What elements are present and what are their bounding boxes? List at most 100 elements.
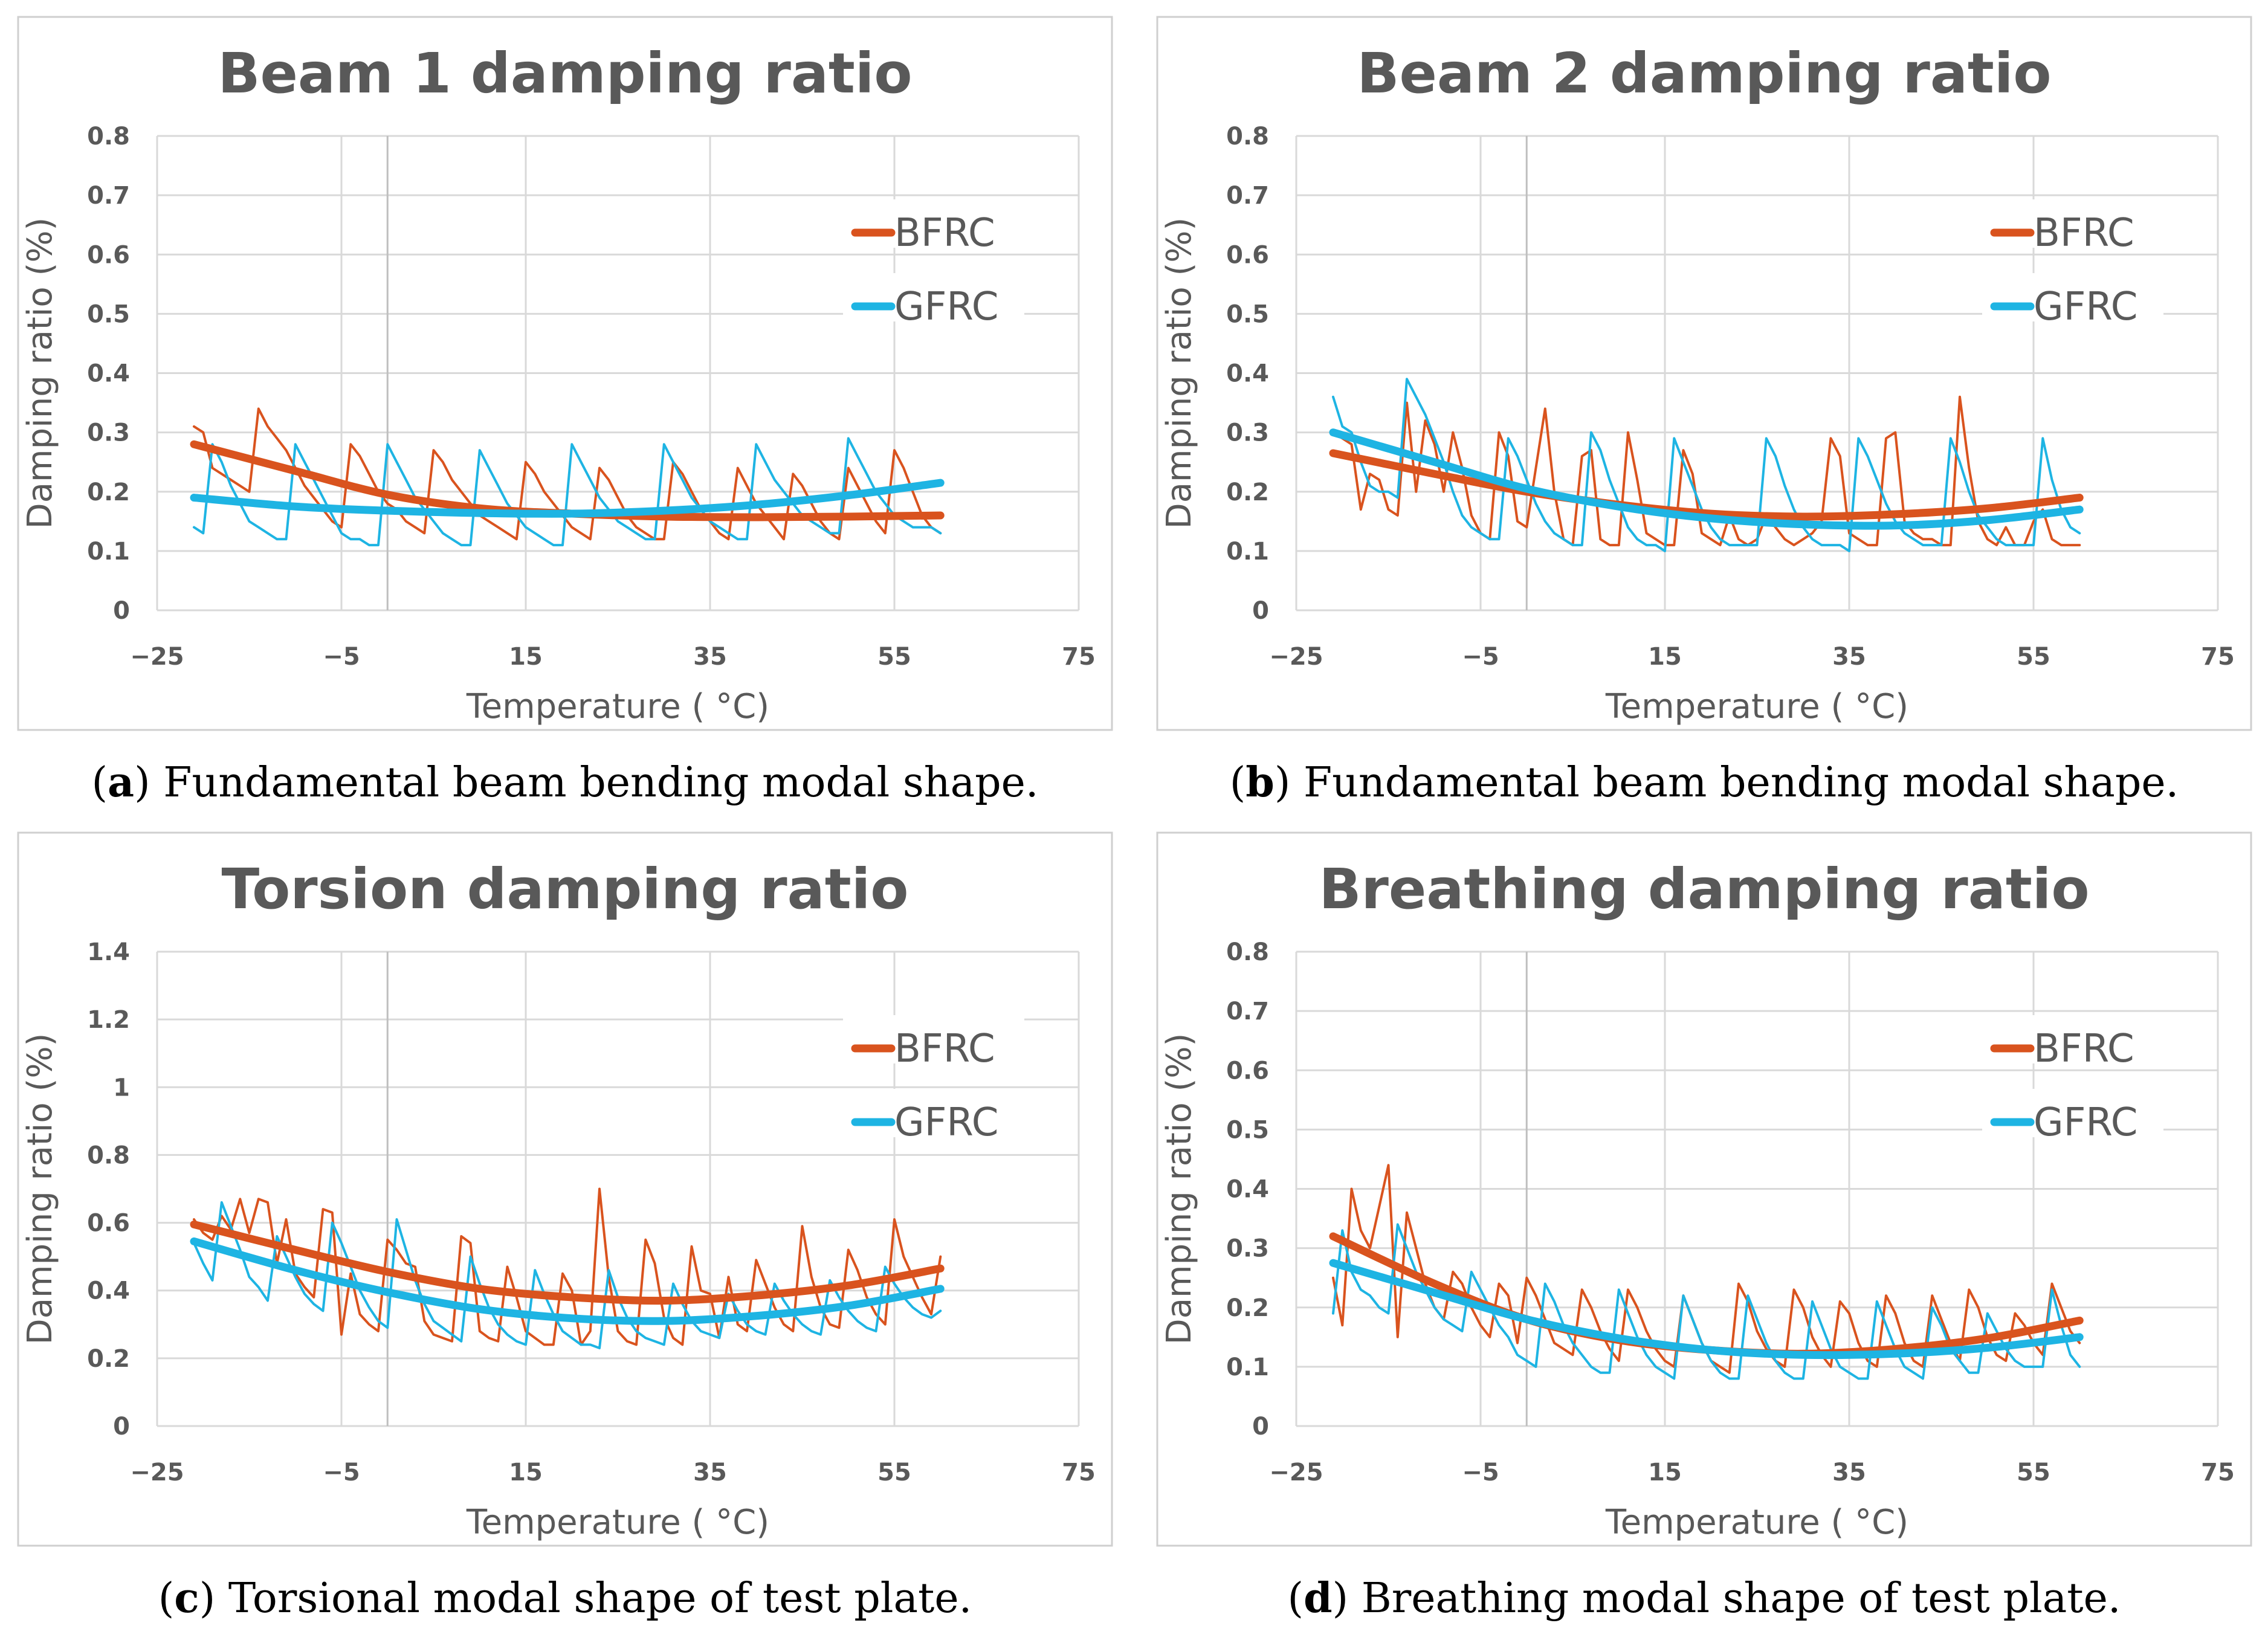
legend-label-gfrc: GFRC: [894, 285, 998, 329]
legend-label-bfrc: BFRC: [894, 211, 995, 256]
x-tick-label: −25: [130, 643, 184, 671]
x-tick-label: 55: [877, 1459, 911, 1486]
y-tick-label: 0: [113, 1413, 130, 1441]
series-bfrc-trend-line: [1329, 449, 2084, 521]
series-bfrc-raw-line: [193, 407, 942, 541]
y-tick-label: 0.8: [1226, 123, 1269, 150]
y-tick-label: 0.7: [1226, 182, 1269, 210]
y-tick-label: 0.6: [87, 241, 130, 269]
legend-label-bfrc: BFRC: [2034, 211, 2134, 256]
series-gfrc-trend-line: [190, 479, 945, 518]
chart-border: [17, 831, 1113, 1547]
y-tick-label: 0.6: [1226, 1057, 1269, 1085]
y-tick-label: 0.3: [1226, 1235, 1269, 1263]
x-tick-label: 75: [2201, 1459, 2235, 1486]
y-tick-label: 0.7: [87, 182, 130, 210]
y-tick-label: 0.5: [87, 300, 130, 328]
y-tick-label: 0.4: [87, 1277, 130, 1305]
series-bfrc-raw-line: [1332, 395, 2081, 547]
series-gfrc-raw-line: [193, 437, 942, 547]
caption-c-letter: c: [174, 1574, 199, 1622]
y-axis-title: Damping ratio (%): [21, 218, 60, 529]
y-tick-label: 0.8: [87, 123, 130, 150]
x-tick-label: 35: [693, 1459, 727, 1486]
y-tick-label: 0.2: [87, 479, 130, 506]
chart-title: Breathing damping ratio: [1319, 857, 2089, 921]
legend-item-background: [1982, 199, 2163, 248]
y-tick-label: 0.1: [1226, 538, 1269, 566]
x-axis-title: Temperature ( °C): [466, 687, 769, 726]
caption-b: (b) Fundamental beam bending modal shape…: [1230, 758, 2179, 807]
y-tick-label: 0.4: [87, 360, 130, 388]
legend-item-background: [843, 1089, 1024, 1137]
legend-label-gfrc: GFRC: [2034, 1100, 2137, 1145]
x-tick-label: −5: [323, 1459, 360, 1486]
caption-d: (d) Breathing modal shape of test plate.: [1288, 1574, 2121, 1622]
legend-label-bfrc: BFRC: [2034, 1027, 2134, 1071]
series-gfrc-raw-line: [193, 1201, 942, 1349]
x-tick-label: −5: [1462, 643, 1499, 671]
chart-title: Beam 2 damping ratio: [1357, 41, 2051, 106]
x-tick-label: 15: [1648, 643, 1682, 671]
chart-panel-b: Beam 2 damping ratio 0 0.1 0.2 0.3 0.4 0.5 0.6 0…: [1156, 16, 2252, 731]
chart-panel-d: Breathing damping ratio 0 0.1 0.2 0.3 0.4 0.5 0…: [1156, 831, 2252, 1547]
y-tick-label: 1: [113, 1074, 130, 1102]
caption-b-letter: b: [1245, 758, 1275, 807]
series-bfrc-trend-line: [190, 1220, 945, 1305]
caption-c: (c) Torsional modal shape of test plate.: [158, 1574, 972, 1622]
legend-label-bfrc: BFRC: [894, 1027, 995, 1071]
x-tick-label: −5: [323, 643, 360, 671]
y-tick-label: 0.1: [1226, 1354, 1269, 1381]
y-axis-title: Damping ratio (%): [1160, 218, 1199, 529]
caption-c-text: Torsional modal shape of test plate.: [215, 1575, 972, 1622]
x-tick-label: 15: [1648, 1459, 1682, 1486]
legend-item-background: [843, 199, 1024, 248]
caption-b-text: Fundamental beam bending modal shape.: [1290, 759, 2179, 807]
y-tick-label: 0.8: [1226, 938, 1269, 966]
legend-item-background: [843, 273, 1024, 321]
y-tick-label: 0.4: [1226, 1176, 1269, 1204]
x-tick-label: −25: [1269, 643, 1323, 671]
legend-item-background: [843, 1015, 1024, 1063]
x-tick-label: 35: [693, 643, 727, 671]
y-tick-label: 0.7: [1226, 998, 1269, 1025]
x-tick-label: 15: [509, 643, 543, 671]
x-tick-label: 35: [1832, 1459, 1866, 1486]
x-axis-title: Temperature ( °C): [1605, 1503, 1908, 1542]
caption-d-text: Breathing modal shape of test plate.: [1348, 1575, 2121, 1622]
y-tick-label: 0.3: [87, 419, 130, 447]
y-tick-label: 0.3: [1226, 419, 1269, 447]
y-tick-label: 0.1: [87, 538, 130, 566]
caption-a: (a) Fundamental beam bending modal shape…: [92, 758, 1039, 807]
legend-label-gfrc: GFRC: [2034, 285, 2137, 329]
y-axis-title: Damping ratio (%): [1160, 1033, 1199, 1345]
x-tick-label: 55: [877, 643, 911, 671]
x-tick-label: 75: [1062, 643, 1096, 671]
y-tick-label: 0: [113, 597, 130, 625]
x-tick-label: −5: [1462, 1459, 1499, 1486]
y-tick-label: 0.5: [1226, 300, 1269, 328]
y-tick-label: 1.4: [87, 938, 130, 966]
y-tick-label: 0.6: [87, 1210, 130, 1238]
y-tick-label: 0.2: [1226, 479, 1269, 506]
legend-item-background: [1982, 1089, 2163, 1137]
caption-a-text: Fundamental beam bending modal shape.: [150, 759, 1039, 807]
chart-title: Torsion damping ratio: [222, 857, 909, 921]
caption-a-letter: a: [108, 758, 134, 807]
chart-panel-c: Torsion damping ratio 0 0.2 0.4 0.6 0.8 1 1.2 1.…: [17, 831, 1113, 1547]
y-tick-label: 0: [1252, 1413, 1269, 1441]
chart-panel-a: Beam 1 damping ratio 0 0.1 0.2 0.3 0.4 0.5 0.6 0…: [17, 16, 1113, 731]
y-tick-label: 0.2: [87, 1345, 130, 1373]
legend-label-gfrc: GFRC: [894, 1100, 998, 1145]
x-tick-label: 75: [2201, 643, 2235, 671]
x-axis-title: Temperature ( °C): [1605, 687, 1908, 726]
y-tick-label: 0.4: [1226, 360, 1269, 388]
x-tick-label: −25: [130, 1459, 184, 1486]
chart-title: Beam 1 damping ratio: [218, 41, 912, 106]
caption-d-letter: d: [1304, 1574, 1333, 1622]
series-gfrc-trend-line: [1329, 428, 2084, 530]
x-tick-label: 55: [2017, 643, 2050, 671]
y-tick-label: 0: [1252, 597, 1269, 625]
x-tick-label: 55: [2017, 1459, 2050, 1486]
